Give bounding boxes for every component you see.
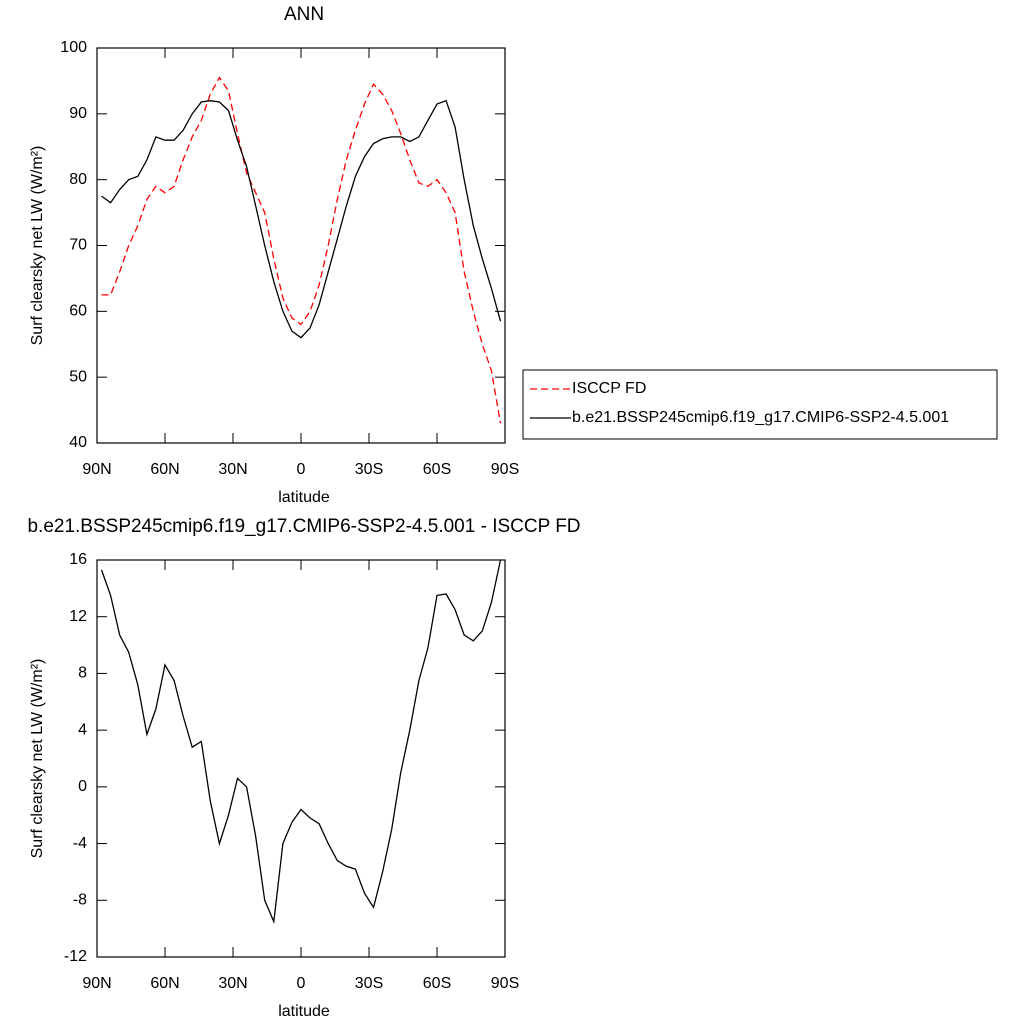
y-tick-label: 70 [69,237,87,254]
y-tick-label: -12 [64,948,87,965]
x-tick-label: 90S [491,975,519,992]
x-tick-label: 60N [150,975,179,992]
x-tick-label: 30N [218,461,247,478]
legend-label: b.e21.BSSP245cmip6.f19_g17.CMIP6-SSP2-4.… [572,409,949,426]
x-tick-label: 30S [355,461,383,478]
y-tick-label: 40 [69,434,87,451]
y-tick-label: 16 [69,551,87,568]
y-tick-label: -4 [73,835,87,852]
y-tick-label: 80 [69,171,87,188]
chart-title: ANN [284,4,324,25]
legend-box [522,369,998,440]
y-axis-label: Surf clearsky net LW (W/m²) [29,146,46,346]
x-tick-label: 0 [297,461,306,478]
y-tick-label: 50 [69,368,87,385]
y-tick-label: 8 [78,665,87,682]
y-tick-label: 12 [69,608,87,625]
y-tick-label: 60 [69,303,87,320]
x-tick-label: 30S [355,975,383,992]
legend-label: ISCCP FD [572,380,646,397]
x-tick-label: 90S [491,461,519,478]
plot-frame [96,559,506,958]
x-tick-label: 30N [218,975,247,992]
y-tick-label: 100 [60,39,87,56]
x-tick-label: 60N [150,461,179,478]
chart-title: b.e21.BSSP245cmip6.f19_g17.CMIP6-SSP2-4.… [27,516,580,537]
y-tick-label: 4 [78,721,87,738]
data-line [101,99,502,339]
x-axis-label: latitude [278,489,330,506]
x-tick-label: 60S [423,975,451,992]
x-tick-label: 90N [82,461,111,478]
data-line [100,559,502,925]
y-axis-label: Surf clearsky net LW (W/m²) [29,659,46,859]
data-line [101,76,502,424]
y-tick-label: 0 [78,778,87,795]
x-tick-label: 90N [82,975,111,992]
y-tick-label: -8 [73,892,87,909]
plot-frame [96,47,506,444]
x-tick-label: 60S [423,461,451,478]
x-tick-label: 0 [297,975,306,992]
x-axis-label: latitude [278,1003,330,1020]
y-tick-label: 90 [69,105,87,122]
